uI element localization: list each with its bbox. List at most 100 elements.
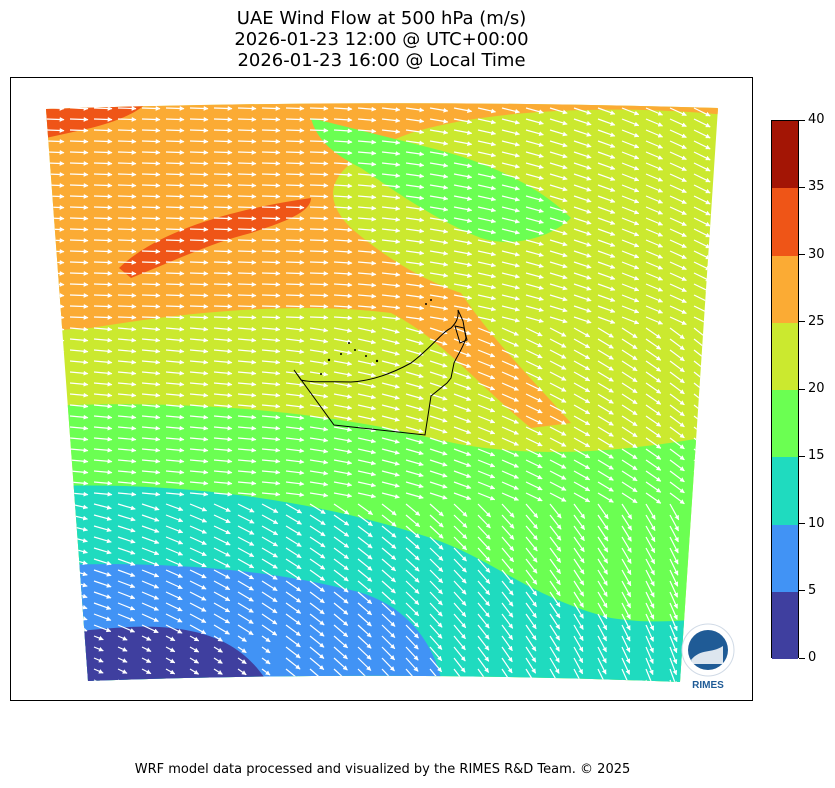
wind-arrow	[69, 128, 89, 133]
wind-arrow	[117, 525, 136, 533]
wind-arrow	[573, 525, 585, 542]
wind-arrow	[453, 525, 468, 540]
wind-arrow	[165, 425, 185, 431]
wind-arrow	[261, 525, 279, 536]
wind-arrow	[141, 403, 161, 409]
wind-arrow	[93, 172, 113, 177]
wind-arrow	[213, 447, 233, 453]
wind-arrow	[549, 217, 568, 225]
wind-arrow	[621, 305, 640, 314]
wind-arrow	[717, 217, 718, 227]
wind-arrow	[165, 249, 185, 254]
colorbar-tick-label: 40	[808, 112, 825, 127]
wind-arrow	[333, 271, 353, 277]
wind-arrow	[141, 558, 160, 567]
wind-arrow	[117, 469, 137, 475]
wind-arrow	[381, 261, 401, 266]
wind-arrow	[429, 503, 444, 517]
wind-arrow	[69, 183, 89, 188]
wind-arrow	[165, 117, 185, 122]
wind-arrow	[213, 503, 231, 512]
wind-arrow	[141, 480, 161, 486]
wind-arrow	[261, 403, 281, 409]
wind-arrow	[309, 514, 326, 526]
wind-arrow	[381, 426, 400, 433]
wind-arrow	[381, 294, 401, 299]
wind-arrow	[46, 249, 65, 254]
wind-arrow	[645, 459, 662, 471]
wind-arrow	[189, 491, 209, 497]
wind-arrow	[237, 139, 257, 144]
colorbar-segment	[772, 322, 798, 390]
wind-arrow	[46, 315, 65, 320]
wind-arrow	[333, 260, 353, 266]
wind-arrow	[453, 305, 473, 311]
wind-arrow	[597, 283, 616, 291]
wind-arrow	[309, 679, 324, 682]
wind-arrow	[501, 294, 520, 301]
wind-arrow	[549, 437, 567, 447]
wind-arrow	[645, 107, 664, 116]
wind-arrow	[693, 217, 711, 227]
wind-arrow	[261, 679, 271, 682]
wind-arrow	[381, 327, 400, 334]
wind-arrow	[405, 371, 424, 379]
wind-arrow	[525, 459, 543, 469]
wind-arrow	[46, 183, 65, 188]
wind-arrow	[429, 173, 449, 179]
wind-arrow	[717, 470, 718, 484]
wind-arrow	[237, 348, 257, 354]
wind-arrow	[117, 172, 137, 177]
wind-arrow	[309, 117, 329, 122]
wind-arrow	[477, 503, 492, 518]
wind-arrow	[237, 491, 257, 497]
wind-arrow	[525, 525, 538, 541]
wind-arrow	[573, 283, 592, 291]
wind-arrow	[429, 679, 442, 682]
wind-arrow	[645, 503, 656, 520]
wind-arrow	[573, 371, 591, 382]
wind-arrow	[117, 679, 128, 682]
wind-arrow	[165, 304, 185, 309]
wind-arrow	[669, 371, 685, 384]
wind-arrow	[285, 315, 305, 320]
wind-arrow	[165, 139, 185, 144]
wind-arrow	[645, 195, 664, 204]
wind-arrow	[285, 139, 305, 144]
wind-arrow	[285, 260, 305, 265]
wind-arrow	[405, 437, 424, 445]
wind-arrow	[46, 293, 65, 298]
wind-arrow	[645, 371, 662, 383]
wind-arrow	[237, 172, 257, 177]
wind-arrow	[189, 139, 209, 144]
wind-arrow	[117, 359, 137, 365]
wind-arrow	[285, 327, 305, 333]
wind-arrow	[549, 382, 567, 392]
wind-arrow	[381, 371, 400, 378]
wind-arrow	[501, 349, 519, 358]
wind-arrow	[477, 525, 491, 540]
wind-arrow	[717, 602, 718, 621]
wind-arrow	[645, 514, 656, 532]
wind-arrow	[93, 414, 113, 420]
wind-arrow	[333, 558, 349, 571]
wind-arrow	[141, 293, 161, 298]
wind-arrow	[525, 151, 544, 158]
wind-arrow	[93, 381, 113, 387]
wind-arrow	[141, 491, 161, 497]
wind-arrow	[213, 304, 233, 309]
wind-arrow	[477, 437, 496, 446]
wind-arrow	[453, 239, 473, 245]
wind-arrow	[717, 272, 718, 282]
wind-arrow	[309, 106, 329, 111]
wind-arrow	[549, 239, 568, 247]
wind-arrow	[669, 272, 687, 281]
wind-arrow	[285, 558, 302, 570]
wind-arrow	[597, 393, 614, 404]
wind-arrow	[429, 525, 444, 539]
wind-arrow	[117, 458, 137, 464]
wind-arrow	[429, 459, 448, 467]
wind-arrow	[669, 140, 687, 149]
wind-arrow	[165, 260, 185, 265]
wind-arrow	[213, 326, 233, 332]
